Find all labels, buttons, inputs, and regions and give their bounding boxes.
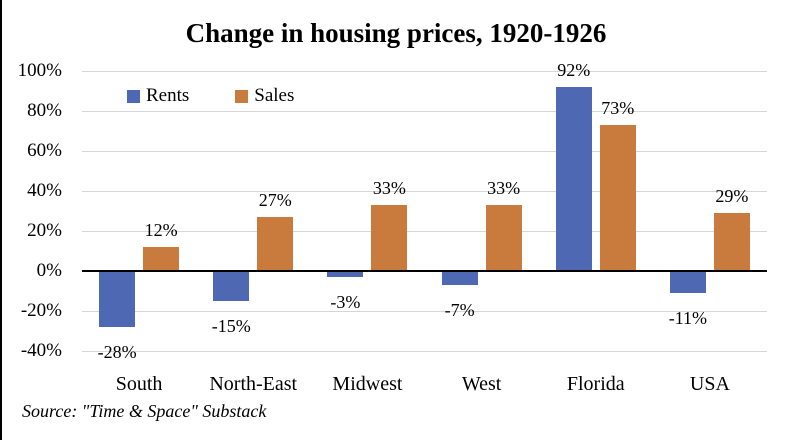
legend: Rents Sales <box>127 85 294 107</box>
y-axis-label-80: 80% <box>27 100 62 121</box>
bar-rents-midwest <box>327 271 364 277</box>
bar-sales-midwest <box>371 205 408 271</box>
bar-label-rents-usa: -11% <box>668 308 708 328</box>
y-axis-label-0: 0% <box>36 260 62 281</box>
x-axis-label-north-east: North-East <box>209 373 298 395</box>
rents-swatch-icon <box>127 89 140 103</box>
source-note: Source: "Time & Space" Substack <box>22 401 267 421</box>
x-axis-label-usa: USA <box>689 373 730 395</box>
bar-rents-florida <box>555 87 592 271</box>
gridline-100 <box>82 71 767 72</box>
gridline--20 <box>82 311 767 312</box>
bar-label-sales-usa: 29% <box>715 186 749 206</box>
bar-rents-north-east <box>213 271 250 301</box>
bar-rents-west <box>441 271 478 285</box>
gridline--40 <box>82 351 767 352</box>
gridline-60 <box>82 151 767 152</box>
bar-rents-usa <box>669 271 706 293</box>
legend-item-rents: Rents <box>127 85 189 107</box>
bar-label-rents-west: -7% <box>444 300 475 320</box>
x-axis-label-florida: Florida <box>566 373 625 395</box>
sales-swatch-icon <box>235 89 249 103</box>
gridline-80 <box>82 111 767 112</box>
y-axis-label-40: 40% <box>27 180 62 201</box>
bar-sales-north-east <box>257 217 294 271</box>
x-axis-label-west: West <box>461 373 502 395</box>
bar-label-sales-midwest: 33% <box>372 178 406 198</box>
legend-label-rents: Rents <box>146 85 190 106</box>
y-axis-label-100: 100% <box>17 60 62 81</box>
legend-label-sales: Sales <box>254 85 295 106</box>
gridline-20 <box>82 231 767 232</box>
bar-sales-west <box>485 205 522 271</box>
bar-sales-usa <box>713 213 750 271</box>
bar-label-sales-south: 12% <box>144 220 178 240</box>
legend-item-sales: Sales <box>235 85 294 107</box>
bar-sales-south <box>143 247 180 271</box>
y-axis-label-20: 20% <box>27 220 62 241</box>
zero-axis-line <box>82 270 767 272</box>
y-axis-label--20: -20% <box>20 300 62 321</box>
chart-title: Change in housing prices, 1920-1926 <box>185 18 607 48</box>
x-axis-label-south: South <box>115 373 163 395</box>
gridline-40 <box>82 191 767 192</box>
y-axis-label--40: -40% <box>20 340 62 361</box>
bar-label-sales-west: 33% <box>487 178 521 198</box>
bar-sales-florida <box>599 125 636 271</box>
bar-label-sales-north-east: 27% <box>258 190 292 210</box>
x-axis-label-midwest: Midwest <box>332 373 403 395</box>
chart-left-border <box>0 0 2 440</box>
y-axis-label-60: 60% <box>27 140 62 161</box>
bar-label-rents-south: -28% <box>97 342 137 362</box>
bar-label-sales-florida: 73% <box>601 98 635 118</box>
bar-rents-south <box>99 271 136 327</box>
bar-label-rents-north-east: -15% <box>211 316 251 336</box>
bar-label-rents-midwest: -3% <box>330 292 361 312</box>
bar-label-rents-florida: 92% <box>557 60 591 80</box>
